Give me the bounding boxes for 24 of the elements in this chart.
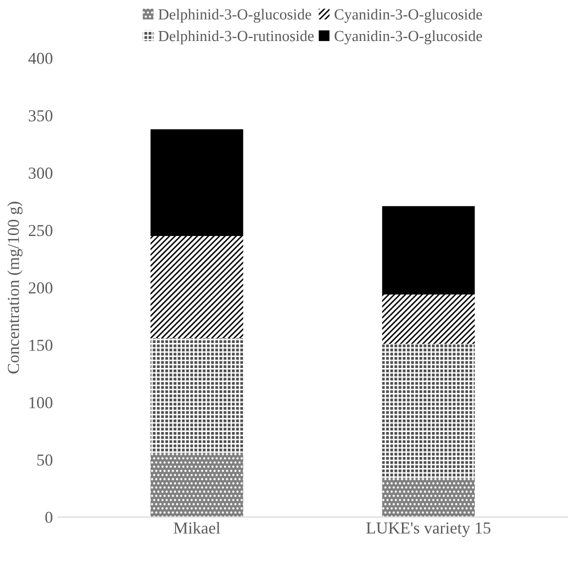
legend-label: Cyanidin-3-O-glucoside bbox=[334, 8, 482, 23]
bar bbox=[150, 236, 244, 338]
y-tick-label: 300 bbox=[28, 168, 52, 179]
x-tick-label: Mikael bbox=[174, 522, 220, 534]
y-tick-label: 400 bbox=[28, 52, 52, 64]
y-axis-title: Concentration (mg/100 g) bbox=[7, 202, 22, 374]
legend-label: Cyanidin-3-O-glucoside bbox=[334, 30, 482, 44]
y-tick-label: 150 bbox=[30, 340, 52, 351]
bar bbox=[150, 452, 244, 518]
bar bbox=[150, 129, 244, 236]
bar bbox=[382, 344, 475, 478]
legend-label: Delphinid-3-O-glucoside bbox=[158, 8, 312, 23]
bar bbox=[382, 206, 475, 294]
bar bbox=[150, 338, 244, 453]
y-tick-label: 0 bbox=[45, 512, 52, 524]
y-tick-label: 350 bbox=[28, 110, 52, 122]
bar bbox=[382, 478, 475, 518]
x-tick-label: LUKE's variety 15 bbox=[366, 522, 490, 538]
legend-label: Delphinid-3-O-rutinoside bbox=[158, 30, 314, 44]
y-tick-label: 50 bbox=[37, 454, 52, 466]
y-tick-label: 250 bbox=[28, 224, 52, 236]
y-tick-label: 100 bbox=[30, 397, 52, 408]
bar bbox=[382, 294, 475, 344]
y-tick-label: 200 bbox=[28, 282, 52, 294]
